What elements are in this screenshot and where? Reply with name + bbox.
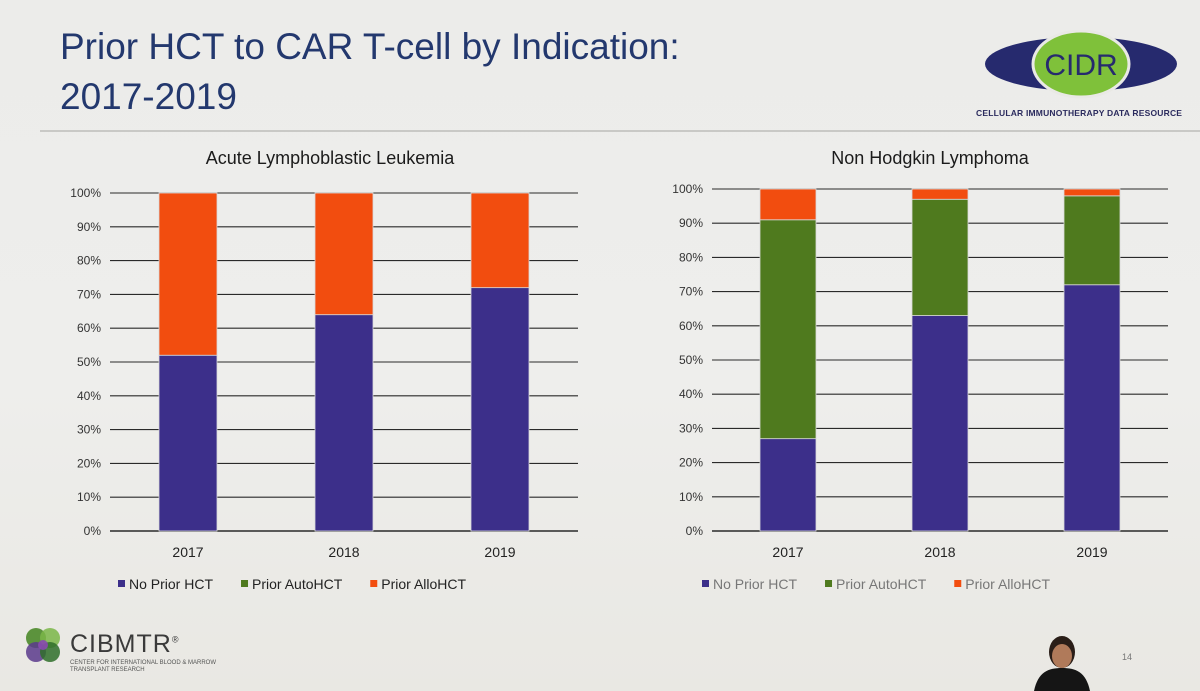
x-tick-all-2018: 2018 xyxy=(328,544,359,560)
legend-label-nhl-2: Prior AlloHCT xyxy=(965,576,1050,592)
bar-all-2019-series-2 xyxy=(470,192,530,289)
bar-nhl-2018-series-1 xyxy=(911,198,969,316)
y-tick-all-3: 30% xyxy=(77,423,101,437)
y-tick-all-5: 50% xyxy=(77,355,101,369)
legend-swatch-nhl-0 xyxy=(702,580,709,587)
x-tick-nhl-2018: 2018 xyxy=(924,544,955,560)
bar-nhl-2017-series-0 xyxy=(759,438,817,532)
legend-swatch-all-0 xyxy=(118,580,125,587)
y-tick-nhl-5: 50% xyxy=(679,353,703,367)
legend-label-all-2: Prior AlloHCT xyxy=(381,576,466,592)
y-tick-nhl-8: 80% xyxy=(679,250,703,264)
y-tick-nhl-0: 0% xyxy=(686,524,704,538)
y-tick-nhl-6: 60% xyxy=(679,319,703,333)
y-tick-all-2: 20% xyxy=(77,456,101,470)
legend-swatch-nhl-2 xyxy=(954,580,962,587)
bar-nhl-2019-series-0 xyxy=(1063,284,1121,532)
cibmtr-text: CIBMTR xyxy=(70,630,172,658)
legend-swatch-all-2 xyxy=(370,580,378,587)
y-tick-all-1: 10% xyxy=(77,490,101,504)
y-tick-nhl-2: 20% xyxy=(679,456,703,470)
y-tick-all-0: 0% xyxy=(84,524,102,538)
x-tick-all-2017: 2017 xyxy=(172,544,203,560)
slide-title: Prior HCT to CAR T-cell by Indication: 2… xyxy=(60,22,880,122)
x-tick-all-2019: 2019 xyxy=(484,544,515,560)
y-tick-all-9: 90% xyxy=(77,220,101,234)
y-tick-nhl-1: 10% xyxy=(679,490,703,504)
y-tick-all-8: 80% xyxy=(77,254,101,268)
bar-nhl-2018-series-0 xyxy=(911,315,969,532)
bar-all-2017-series-0 xyxy=(158,354,218,532)
page-number: 14 xyxy=(1122,652,1133,662)
y-tick-nhl-7: 70% xyxy=(679,285,703,299)
cibmtr-wordmark: CIBMTR® xyxy=(70,630,179,659)
y-tick-all-10: 100% xyxy=(70,186,101,200)
presenter-figure xyxy=(1034,636,1090,691)
chart-all: Acute Lymphoblastic Leukemia 0% 10% 20% 30% 4… xyxy=(70,148,578,592)
chart-title-nhl: Non Hodgkin Lymphoma xyxy=(831,148,1029,168)
bar-nhl-2019-series-2 xyxy=(1063,188,1121,197)
slide-title-line-2: 2017-2019 xyxy=(60,76,237,117)
y-tick-nhl-4: 40% xyxy=(679,387,703,401)
legend-label-all-0: No Prior HCT xyxy=(129,576,213,592)
bar-all-2019-series-0 xyxy=(470,287,530,532)
cibmtr-registered: ® xyxy=(171,634,180,645)
bar-all-2018-series-0 xyxy=(314,314,374,532)
title-divider xyxy=(40,130,1200,132)
y-tick-all-4: 40% xyxy=(77,389,101,403)
x-tick-nhl-2019: 2019 xyxy=(1076,544,1107,560)
bar-nhl-2019-series-1 xyxy=(1063,195,1121,286)
chart-nhl: Non Hodgkin Lymphoma 0% 10% 20% 30% 40% 50% 60%… xyxy=(672,148,1168,592)
y-tick-nhl-9: 90% xyxy=(679,216,703,230)
bar-nhl-2018-series-2 xyxy=(911,188,969,200)
cibmtr-logo-mark xyxy=(26,628,60,662)
bar-all-2017-series-2 xyxy=(158,192,218,356)
slide-title-line-1: Prior HCT to CAR T-cell by Indication: xyxy=(60,26,680,67)
cidr-logo-graphic: CIDR xyxy=(985,30,1177,99)
bar-nhl-2017-series-2 xyxy=(759,188,817,221)
cidr-logo-text: CIDR xyxy=(1044,49,1117,82)
cibmtr-subtitle: CENTER FOR INTERNATIONAL BLOOD & MARROW … xyxy=(70,660,217,673)
cidr-tagline: CELLULAR IMMUNOTHERAPY DATA RESOURCE xyxy=(976,108,1183,118)
bar-nhl-2017-series-1 xyxy=(759,219,817,440)
legend-label-nhl-1: Prior AutoHCT xyxy=(836,576,927,592)
legend-label-all-1: Prior AutoHCT xyxy=(252,576,343,592)
chart-title-all: Acute Lymphoblastic Leukemia xyxy=(206,148,455,168)
y-tick-nhl-10: 100% xyxy=(672,182,703,196)
y-tick-all-6: 60% xyxy=(77,321,101,335)
legend-label-nhl-0: No Prior HCT xyxy=(713,576,797,592)
cidr-inner-circle xyxy=(1031,30,1131,99)
bar-all-2018-series-2 xyxy=(314,192,374,316)
y-tick-all-7: 70% xyxy=(77,287,101,301)
legend-swatch-all-1 xyxy=(241,580,249,587)
cidr-logo: CIDR xyxy=(976,30,1186,125)
y-tick-nhl-3: 30% xyxy=(679,421,703,435)
legend-swatch-nhl-1 xyxy=(825,580,833,587)
x-tick-nhl-2017: 2017 xyxy=(772,544,803,560)
charts-canvas: Acute Lymphoblastic Leukemia 0% 10% 20% 30% 4… xyxy=(70,148,1168,592)
cibmtr-logo xyxy=(22,624,262,684)
